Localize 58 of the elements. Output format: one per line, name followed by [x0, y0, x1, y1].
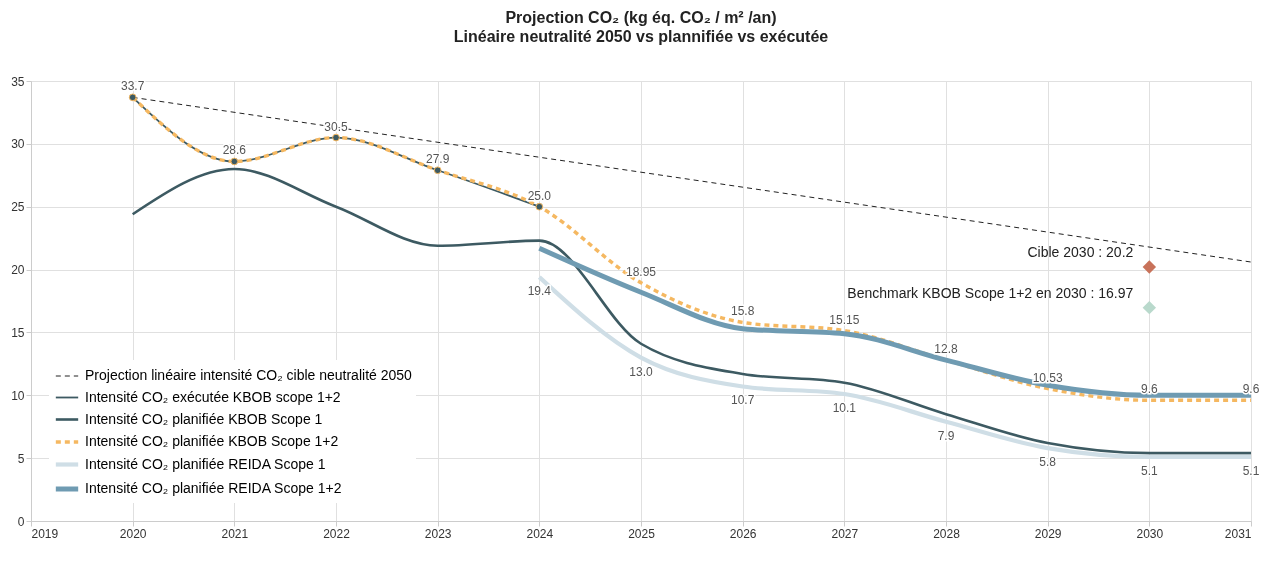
point	[1142, 300, 1157, 315]
x-tick-label: 2027	[831, 526, 859, 541]
data-label: 18.95	[625, 264, 657, 279]
x-tick-label: 2029	[1034, 526, 1062, 541]
annotation: Cible 2030 : 20.2	[1027, 244, 1134, 261]
data-label: 12.8	[934, 342, 958, 357]
x-tick-label: 2026	[729, 526, 757, 541]
point	[535, 202, 544, 211]
data-label: 30.5	[324, 119, 348, 134]
y-tick-label: 35	[11, 74, 25, 89]
data-label: 10.53	[1032, 370, 1064, 385]
y-tick-label: 30	[11, 137, 25, 152]
data-label: 27.9	[425, 152, 450, 167]
data-label: 19.4	[527, 284, 552, 299]
data-label: 7.9	[937, 428, 955, 443]
data-label: 15.8	[730, 304, 755, 319]
x-tick-label: 2024	[526, 526, 554, 541]
x-tick-label: 2028	[933, 526, 961, 541]
point	[230, 157, 239, 166]
data-label: 10.7	[730, 393, 755, 408]
legend-label: Intensité CO₂ planifiée REIDA Scope 1+2	[85, 480, 342, 496]
legend-label: Intensité CO₂ exécutée KBOB scope 1+2	[85, 388, 341, 405]
point	[1142, 260, 1157, 274]
y-tick-label: 15	[11, 325, 25, 340]
point	[433, 166, 442, 175]
legend-label: Intensité CO₂ planifiée KBOB Scope 1+2	[85, 433, 339, 449]
x-tick-label: 2030	[1136, 526, 1164, 541]
data-label: 25.0	[527, 188, 552, 203]
y-tick-label: 10	[11, 388, 25, 403]
y-tick-label: 25	[11, 200, 25, 215]
data-label: 28.6	[222, 143, 247, 158]
x-tick-label: 2021	[221, 526, 249, 541]
data-label: 9.6	[1242, 382, 1260, 397]
data-label: 15.15	[829, 312, 860, 327]
x-tick-label: 2031	[1224, 526, 1252, 541]
data-label: 33.7	[120, 79, 145, 94]
y-tick-label: 5	[17, 451, 25, 466]
point	[128, 93, 137, 102]
y-tick-label: 0	[17, 514, 25, 529]
y-tick-label: 20	[11, 263, 25, 278]
x-tick-label: 2025	[628, 526, 656, 541]
data-label: 9.6	[1140, 382, 1158, 397]
chart-subtitle: Linéaire neutralité 2050 vs plannifiée vs exécutée	[453, 28, 829, 45]
chart-title: Projection CO₂ (kg éq. CO₂ / m² /an)	[505, 9, 777, 26]
data-label: 13.0	[629, 364, 653, 379]
x-tick-label: 2023	[424, 526, 452, 541]
legend-label: Intensité CO₂ planifiée REIDA Scope 1	[85, 455, 326, 472]
x-tick-label: 2022	[323, 526, 351, 541]
data-label: 10.1	[832, 401, 857, 416]
x-tick-label: 2019	[31, 526, 59, 541]
legend-label: Intensité CO₂ planifiée KBOB Scope 1	[85, 410, 323, 427]
annotation: Benchmark KBOB Scope 1+2 en 2030 : 16.97	[847, 284, 1134, 301]
legend-label: Projection linéaire intensité CO₂ cible neutralité 2050	[85, 367, 413, 383]
point	[332, 133, 340, 142]
x-tick-label: 2020	[119, 526, 147, 541]
data-label: 5.1	[1140, 463, 1158, 478]
data-label: 5.1	[1242, 463, 1260, 478]
data-label: 5.8	[1039, 455, 1057, 470]
